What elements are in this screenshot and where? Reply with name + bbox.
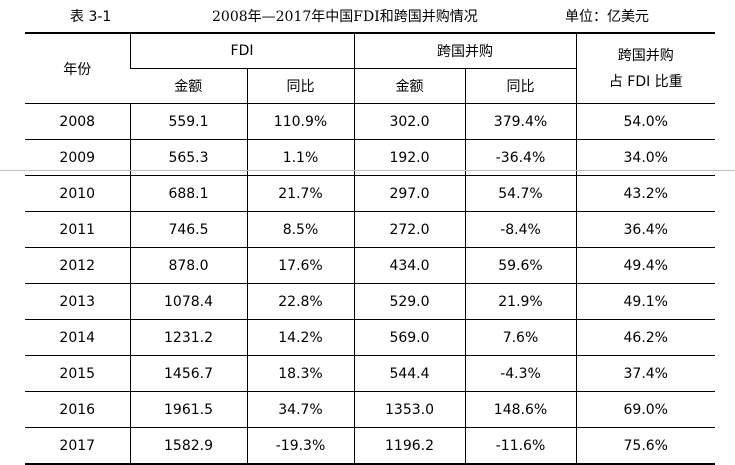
cell-ma-yoy: 7.6% bbox=[464, 319, 576, 356]
cell-year: 2015 bbox=[25, 355, 130, 392]
cell-ma-yoy: 54.7% bbox=[464, 175, 576, 212]
cell-fdi-yoy: 21.7% bbox=[246, 175, 354, 212]
cell-ma-amount: 272.0 bbox=[353, 211, 465, 248]
data-table-top: 年份 FDI 跨国并购 跨国并购 占 FDI 比重 金额 同比 金额 同比 20… bbox=[25, 32, 715, 176]
cell-year: 2016 bbox=[25, 391, 130, 428]
header-ma-amount: 金额 bbox=[353, 68, 465, 104]
cell-fdi-amount: 559.1 bbox=[129, 103, 247, 140]
cell-fdi-amount: 746.5 bbox=[129, 211, 247, 248]
cell-ma-amount: 192.0 bbox=[353, 139, 465, 176]
cell-fdi-amount: 1582.9 bbox=[129, 427, 247, 464]
cell-ma-amount: 434.0 bbox=[353, 247, 465, 284]
page-break-divider bbox=[0, 170, 735, 171]
cell-fdi-yoy: 110.9% bbox=[246, 103, 354, 140]
header-ma: 跨国并购 bbox=[353, 33, 576, 69]
cell-fdi-yoy: 1.1% bbox=[246, 139, 354, 176]
cell-fdi-yoy: 8.5% bbox=[246, 211, 354, 248]
cell-fdi-yoy: 34.7% bbox=[246, 391, 354, 428]
cell-fdi-amount: 688.1 bbox=[129, 175, 247, 212]
cell-ma-amount: 302.0 bbox=[353, 103, 465, 140]
cell-ma-yoy: -11.6% bbox=[464, 427, 576, 464]
table-caption: 表 3-1 2008年—2017年中国FDI和跨国并购情况 单位：亿美元 bbox=[0, 7, 735, 27]
cell-ma-yoy: 21.9% bbox=[464, 283, 576, 320]
header-share-line2: 占 FDI 比重 bbox=[608, 73, 683, 90]
cell-year: 2009 bbox=[25, 139, 130, 176]
cell-ma-yoy: 59.6% bbox=[464, 247, 576, 284]
table-row: 2016 1961.5 34.7% 1353.0 148.6% 69.0% bbox=[25, 391, 715, 428]
cell-fdi-yoy: 17.6% bbox=[246, 247, 354, 284]
table-row: 2014 1231.2 14.2% 569.0 7.6% 46.2% bbox=[25, 319, 715, 356]
table-row: 2017 1582.9 -19.3% 1196.2 -11.6% 75.6% bbox=[25, 427, 715, 464]
cell-share: 54.0% bbox=[575, 103, 715, 140]
cell-share: 46.2% bbox=[575, 319, 715, 356]
table-unit: 单位：亿美元 bbox=[565, 9, 649, 25]
cell-share: 34.0% bbox=[575, 139, 715, 176]
cell-year: 2010 bbox=[59, 185, 96, 202]
table-title: 2008年—2017年中国FDI和跨国并购情况 bbox=[212, 9, 478, 25]
table-row: 2015 1456.7 18.3% 544.4 -4.3% 37.4% bbox=[25, 355, 715, 392]
cell-ma-amount: 544.4 bbox=[353, 355, 465, 392]
header-year: 年份 bbox=[63, 61, 92, 78]
cell-share: 49.1% bbox=[575, 283, 715, 320]
header-share: 跨国并购 占 FDI 比重 bbox=[575, 33, 715, 104]
header-ma-yoy: 同比 bbox=[464, 68, 576, 104]
cell-year: 2008 bbox=[25, 103, 130, 140]
header-fdi: FDI bbox=[129, 33, 354, 69]
table-row: 2012 878.0 17.6% 434.0 59.6% 49.4% bbox=[25, 247, 715, 284]
cell-year: 2013 bbox=[25, 283, 130, 320]
cell-fdi-amount: 1231.2 bbox=[129, 319, 247, 356]
cell-share: 69.0% bbox=[575, 391, 715, 428]
table-row: 2011 746.5 8.5% 272.0 -8.4% 36.4% bbox=[25, 211, 715, 248]
cell-share: 75.6% bbox=[575, 427, 715, 464]
cell-ma-amount: 569.0 bbox=[353, 319, 465, 356]
header-share-line1: 跨国并购 bbox=[617, 47, 674, 64]
cell-ma-yoy: 148.6% bbox=[464, 391, 576, 428]
cell-share: 43.2% bbox=[575, 175, 715, 212]
cell-share: 37.4% bbox=[575, 355, 715, 392]
header-fdi-amount: 金额 bbox=[130, 68, 247, 104]
cell-fdi-yoy: 22.8% bbox=[246, 283, 354, 320]
table-row: 2009 565.3 1.1% 192.0 -36.4% 34.0% bbox=[25, 139, 715, 176]
cell-year: 2017 bbox=[25, 427, 130, 464]
cell-fdi-amount: 878.0 bbox=[129, 247, 247, 284]
cell-share: 49.4% bbox=[575, 247, 715, 284]
cell-fdi-amount: 565.3 bbox=[129, 139, 247, 176]
cell-ma-amount: 1196.2 bbox=[353, 427, 465, 464]
cell-year: 2014 bbox=[25, 319, 130, 356]
cell-fdi-amount: 1078.4 bbox=[129, 283, 247, 320]
cell-fdi-yoy: 18.3% bbox=[246, 355, 354, 392]
table-row: 2013 1078.4 22.8% 529.0 21.9% 49.1% bbox=[25, 283, 715, 320]
cell-fdi-yoy: 14.2% bbox=[246, 319, 354, 356]
header-fdi-yoy: 同比 bbox=[246, 68, 354, 104]
cell-year: 2012 bbox=[25, 247, 130, 284]
cell-ma-amount: 1353.0 bbox=[353, 391, 465, 428]
data-table-bottom: 2010 688.1 21.7% 297.0 54.7% 43.2% 2011 … bbox=[25, 175, 715, 465]
cell-fdi-amount: 1456.7 bbox=[129, 355, 247, 392]
cell-share: 36.4% bbox=[575, 211, 715, 248]
cell-fdi-yoy: -19.3% bbox=[246, 427, 354, 464]
cell-ma-yoy: 379.4% bbox=[464, 103, 576, 140]
table-row: 2008 559.1 110.9% 302.0 379.4% 54.0% bbox=[25, 103, 715, 140]
cell-fdi-amount: 1961.5 bbox=[129, 391, 247, 428]
cell-ma-amount: 297.0 bbox=[353, 175, 465, 212]
table-row: 2010 688.1 21.7% 297.0 54.7% 43.2% bbox=[25, 175, 715, 212]
cell-ma-yoy: -36.4% bbox=[464, 139, 576, 176]
cell-ma-yoy: -4.3% bbox=[464, 355, 576, 392]
cell-year: 2011 bbox=[25, 211, 130, 248]
cell-ma-amount: 529.0 bbox=[353, 283, 465, 320]
cell-ma-yoy: -8.4% bbox=[464, 211, 576, 248]
table-number: 表 3-1 bbox=[70, 9, 112, 25]
